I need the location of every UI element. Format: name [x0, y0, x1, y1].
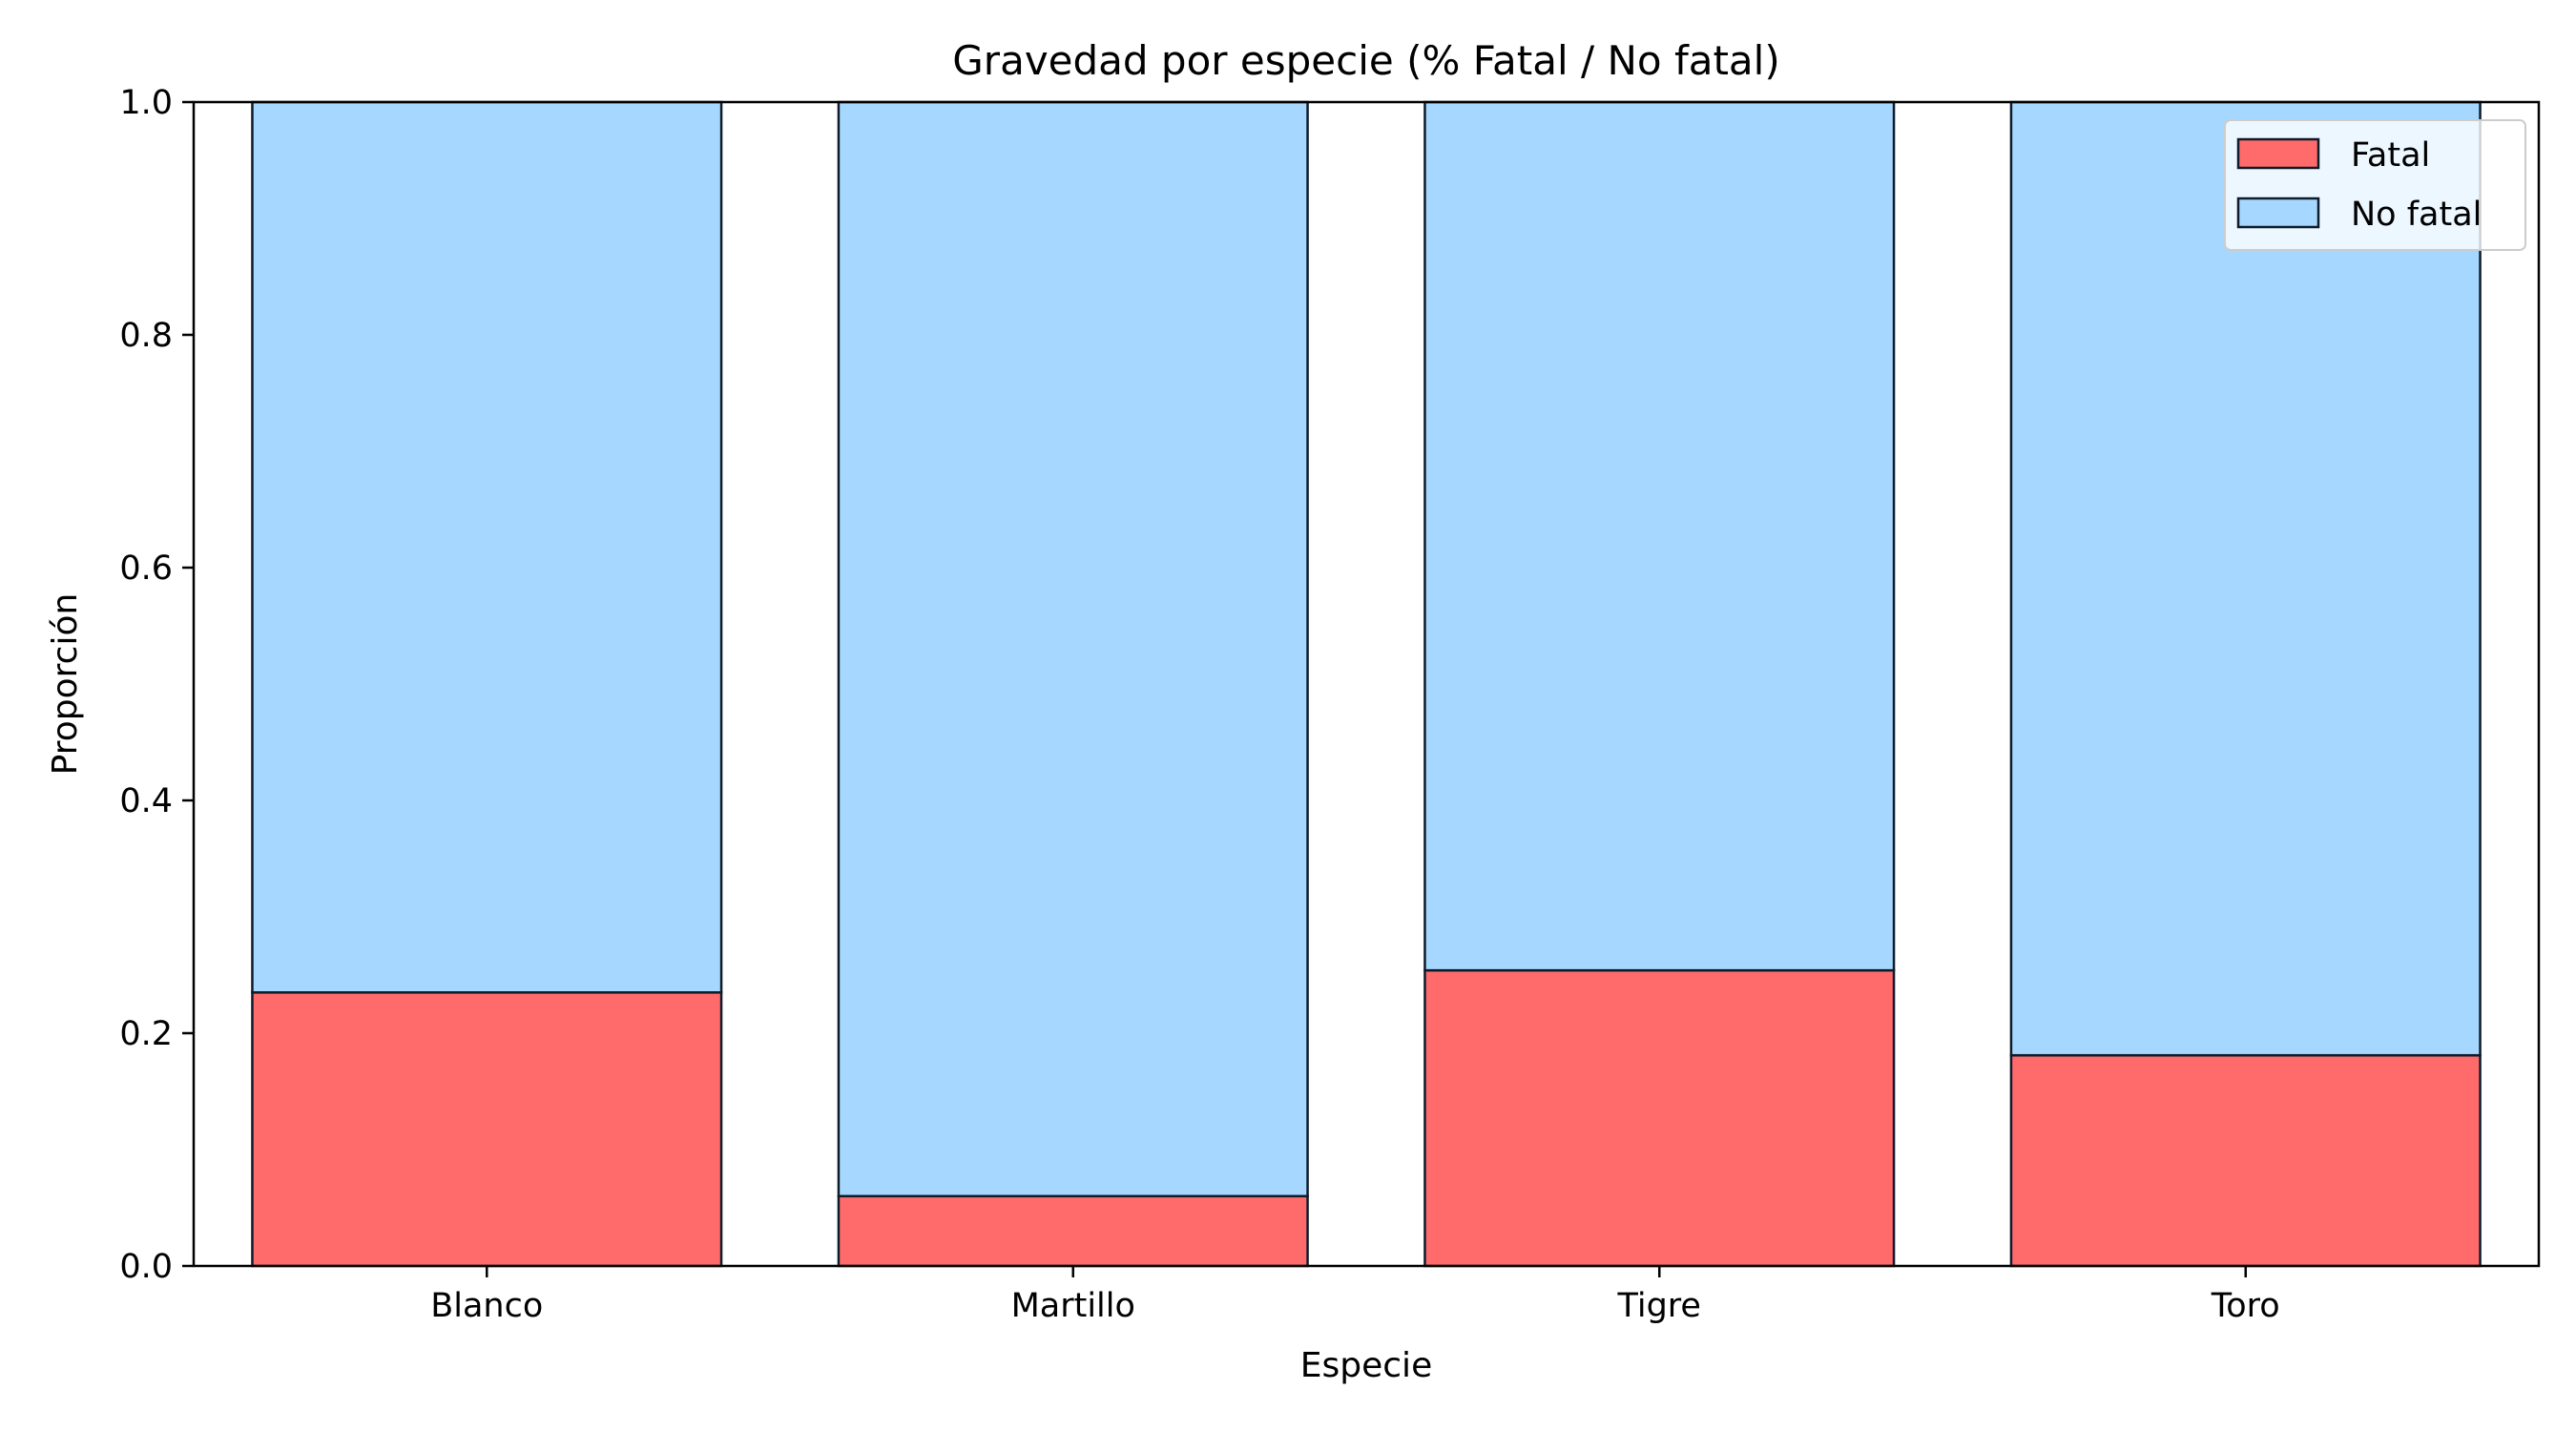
bar-fatal-toro	[2009, 1053, 2482, 1268]
x-axis-label: Especie	[1300, 1346, 1432, 1385]
y-tick-label: 0.4	[119, 782, 173, 820]
bar-no-fatal-martillo	[837, 100, 1309, 1198]
legend: Fatal No fatal	[2224, 119, 2526, 251]
bar-no-fatal-tigre	[1423, 100, 1896, 972]
legend-swatch-no-fatal	[2236, 197, 2320, 229]
y-tick-label: 0.2	[119, 1015, 173, 1053]
y-tick-label: 1.0	[119, 84, 173, 122]
bar-fatal-martillo	[837, 1194, 1309, 1268]
legend-swatch-fatal	[2236, 137, 2320, 170]
y-tick-label: 0.6	[119, 550, 173, 588]
bar-no-fatal-blanco	[251, 100, 723, 994]
x-tick-label: Blanco	[430, 1287, 543, 1325]
legend-label-fatal: Fatal	[2351, 136, 2430, 175]
x-axis: Blanco Martillo Tigre Toro	[430, 1266, 2280, 1325]
legend-label-no-fatal: No fatal	[2351, 196, 2482, 234]
y-axis-label: Proporción	[46, 593, 85, 776]
bars-group	[251, 100, 2482, 1268]
y-tick-label: 0.8	[119, 317, 173, 355]
y-tick-label: 0.0	[119, 1248, 173, 1286]
x-tick-label: Toro	[2211, 1287, 2280, 1325]
bar-fatal-blanco	[251, 991, 723, 1268]
bar-no-fatal-toro	[2009, 100, 2482, 1057]
bar-fatal-tigre	[1423, 968, 1896, 1268]
x-tick-label: Tigre	[1617, 1287, 1701, 1325]
chart-title: Gravedad por especie (% Fatal / No fatal…	[952, 37, 1779, 84]
x-tick-label: Martillo	[1011, 1287, 1135, 1325]
plot-frame	[192, 100, 2541, 1268]
y-axis: 0.0 0.2 0.4 0.6 0.8 1.0	[119, 84, 194, 1286]
